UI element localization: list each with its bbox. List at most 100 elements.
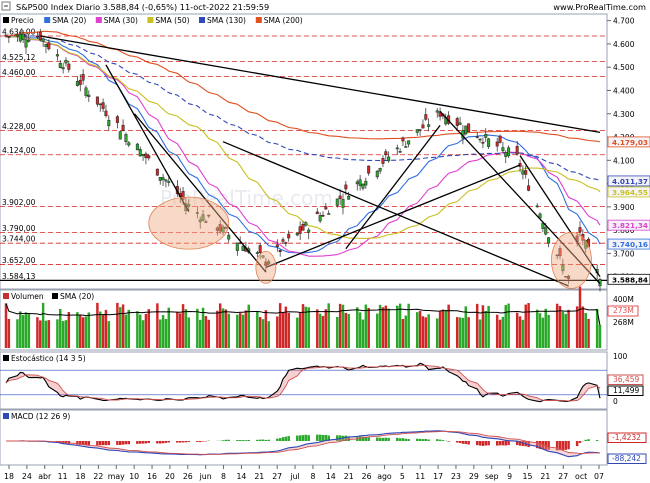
volume-bar[interactable] <box>455 317 459 348</box>
volume-bar[interactable] <box>518 316 522 348</box>
ma-line-30[interactable] <box>5 35 601 257</box>
collapse-icon[interactable] <box>1 1 11 11</box>
volume-bar[interactable] <box>156 303 159 348</box>
volume-bar[interactable] <box>467 317 470 348</box>
candle[interactable] <box>415 129 419 133</box>
candle[interactable] <box>347 195 351 200</box>
macd-hist-bar[interactable] <box>498 441 502 446</box>
legend-label[interactable]: MACD (12 26 9) <box>11 412 70 421</box>
volume-bar[interactable] <box>435 318 439 348</box>
candle[interactable] <box>318 215 322 222</box>
volume-bar[interactable] <box>361 319 365 348</box>
stoch-k-line[interactable] <box>5 362 601 403</box>
macd-hist-bar[interactable] <box>424 438 428 441</box>
candle[interactable] <box>561 264 565 272</box>
macd-hist-bar[interactable] <box>67 441 71 445</box>
candle[interactable] <box>147 155 151 159</box>
macd-hist-bar[interactable] <box>224 439 228 441</box>
candle[interactable] <box>547 237 551 244</box>
candle[interactable] <box>275 244 279 247</box>
candle[interactable] <box>7 36 11 38</box>
volume-bar[interactable] <box>36 317 39 348</box>
macd-hist-bar[interactable] <box>467 441 470 445</box>
volume-bar[interactable] <box>444 310 448 348</box>
candle[interactable] <box>44 44 48 47</box>
macd-hist-bar[interactable] <box>475 441 479 446</box>
volume-bar[interactable] <box>421 316 425 348</box>
macd-hist-bar[interactable] <box>415 438 419 441</box>
volume-bar[interactable] <box>316 309 319 348</box>
macd-hist-bar[interactable] <box>396 437 399 441</box>
volume-bar[interactable] <box>76 312 79 348</box>
volume-bar[interactable] <box>438 310 442 348</box>
volume-bar[interactable] <box>201 307 205 348</box>
candle[interactable] <box>267 261 271 265</box>
volume-bar[interactable] <box>598 325 602 348</box>
volume-bar[interactable] <box>547 314 550 348</box>
macd-hist-bar[interactable] <box>578 441 582 443</box>
volume-bar[interactable] <box>124 314 128 348</box>
candle[interactable] <box>464 125 468 135</box>
macd-hist-bar[interactable] <box>298 435 302 441</box>
candle[interactable] <box>424 114 428 120</box>
macd-hist-bar[interactable] <box>538 441 542 449</box>
volume-bar[interactable] <box>364 304 368 348</box>
volume-bar[interactable] <box>59 308 62 348</box>
macd-hist-bar[interactable] <box>198 441 202 443</box>
candle[interactable] <box>387 156 391 162</box>
candle[interactable] <box>341 199 345 208</box>
ma-line-130[interactable] <box>5 34 601 182</box>
macd-hist-bar[interactable] <box>555 441 559 451</box>
candle[interactable] <box>407 140 411 145</box>
macd-hist-bar[interactable] <box>327 435 330 441</box>
macd-hist-bar[interactable] <box>381 437 385 441</box>
volume-bar[interactable] <box>244 310 248 348</box>
candle[interactable] <box>327 213 331 215</box>
candle[interactable] <box>204 221 208 223</box>
volume-bar[interactable] <box>544 308 547 348</box>
candle[interactable] <box>578 227 582 232</box>
candle[interactable] <box>338 195 342 199</box>
candle[interactable] <box>421 124 425 129</box>
volume-bar[interactable] <box>278 303 282 348</box>
volume-bar[interactable] <box>555 303 559 348</box>
volume-bar[interactable] <box>39 320 42 348</box>
volume-bar[interactable] <box>401 318 405 348</box>
volume-bar[interactable] <box>587 318 590 348</box>
volume-bar[interactable] <box>424 317 428 348</box>
volume-bar[interactable] <box>107 321 111 348</box>
volume-bar[interactable] <box>67 311 71 348</box>
candle[interactable] <box>358 179 362 186</box>
macd-hist-bar[interactable] <box>258 439 262 441</box>
candle[interactable] <box>515 146 519 155</box>
macd-hist-bar[interactable] <box>441 440 445 441</box>
volume-bar[interactable] <box>378 304 382 348</box>
volume-bar[interactable] <box>515 312 519 348</box>
trendline[interactable] <box>439 110 601 285</box>
candle[interactable] <box>67 63 71 70</box>
candle[interactable] <box>201 214 205 221</box>
volume-bar[interactable] <box>276 316 279 348</box>
volume-bar[interactable] <box>535 309 539 348</box>
candle[interactable] <box>127 142 131 146</box>
macd-hist-bar[interactable] <box>138 441 142 444</box>
candle[interactable] <box>435 110 439 113</box>
volume-bar[interactable] <box>176 312 179 348</box>
candle[interactable] <box>118 131 122 140</box>
volume-bar[interactable] <box>404 315 408 348</box>
macd-hist-bar[interactable] <box>478 441 482 446</box>
candle[interactable] <box>324 206 328 210</box>
volume-bar[interactable] <box>181 304 185 348</box>
candle[interactable] <box>258 245 262 254</box>
candle[interactable] <box>278 250 282 252</box>
macd-hist-bar[interactable] <box>435 439 439 441</box>
macd-hist-bar[interactable] <box>344 435 348 441</box>
candle[interactable] <box>261 255 265 258</box>
candle[interactable] <box>84 87 88 96</box>
volume-bar[interactable] <box>461 317 465 348</box>
candle[interactable] <box>498 135 502 143</box>
volume-bar[interactable] <box>527 303 530 348</box>
candle[interactable] <box>315 211 319 215</box>
macd-hist-bar[interactable] <box>144 441 148 444</box>
volume-bar[interactable] <box>538 313 542 348</box>
